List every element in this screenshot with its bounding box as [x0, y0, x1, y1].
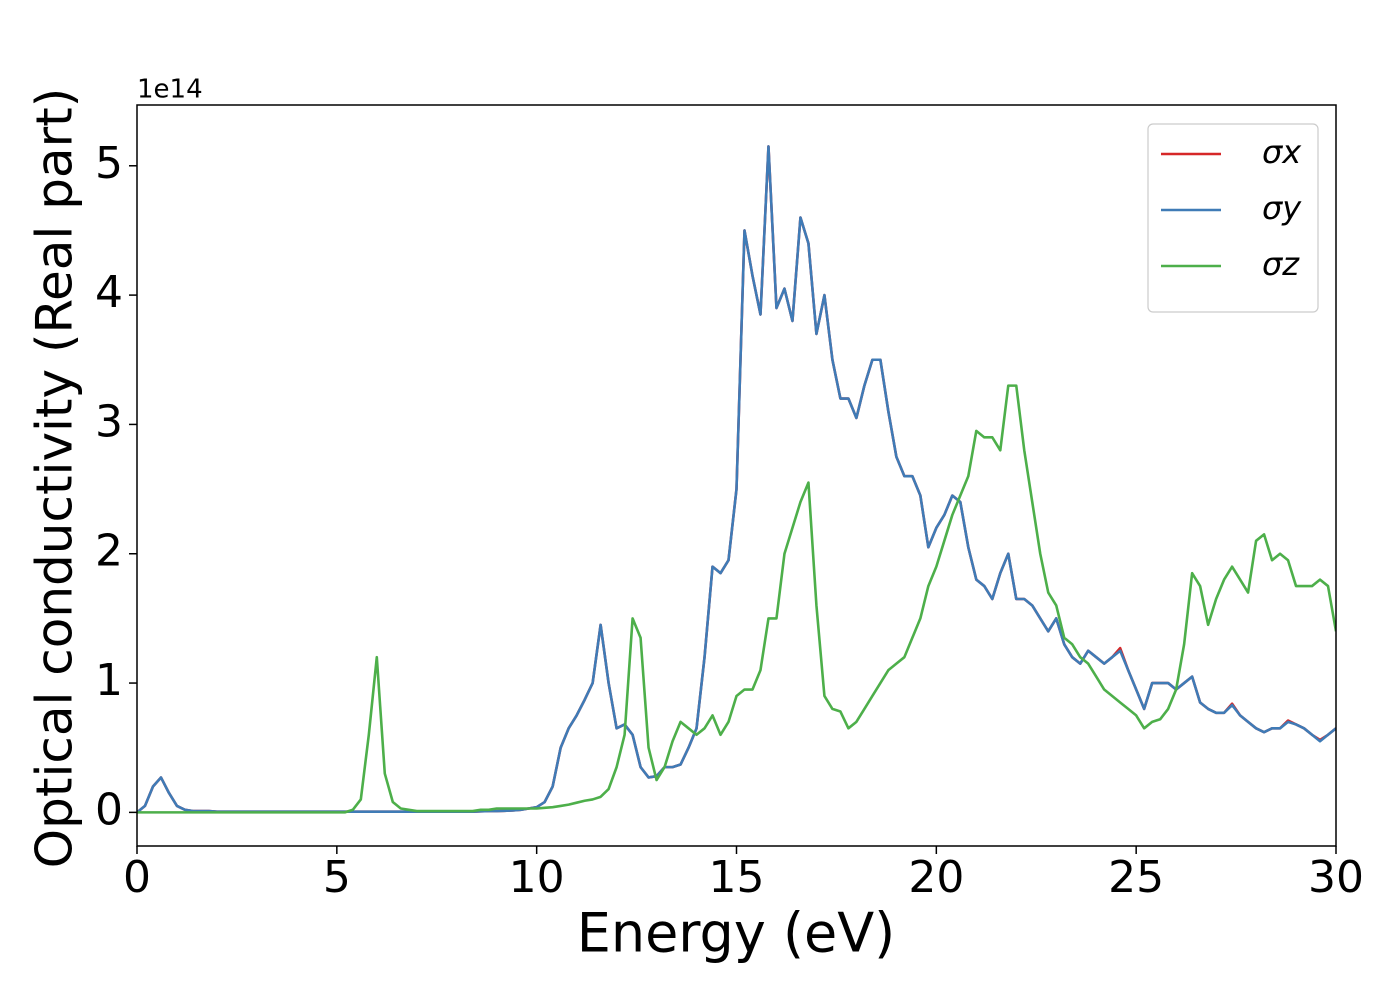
- y-axis-label: Optical conductivity (Real part): [26, 88, 84, 869]
- y-tick-label: 1: [95, 655, 123, 706]
- legend-label: σy: [1262, 189, 1302, 227]
- series-line: [137, 384, 1336, 814]
- x-tick-label: 0: [123, 852, 151, 903]
- y-tick-label: 3: [95, 396, 123, 447]
- x-tick-label: 10: [509, 852, 565, 903]
- y-tick-label: 4: [95, 267, 123, 318]
- legend-label: σz: [1262, 245, 1300, 283]
- y-tick-label: 2: [95, 526, 123, 577]
- x-tick-label: 5: [323, 852, 351, 903]
- y-tick-label: 0: [95, 784, 123, 835]
- legend-label: σx: [1262, 133, 1302, 171]
- x-tick-label: 20: [908, 852, 964, 903]
- x-tick-label: 30: [1308, 852, 1364, 903]
- x-axis-label: Energy (eV): [577, 902, 896, 965]
- plot-frame: [136, 104, 1337, 847]
- offset-label: 1e14: [137, 75, 203, 105]
- x-tick-label: 25: [1108, 852, 1164, 903]
- x-tick-label: 15: [709, 852, 765, 903]
- y-tick-label: 5: [95, 138, 123, 189]
